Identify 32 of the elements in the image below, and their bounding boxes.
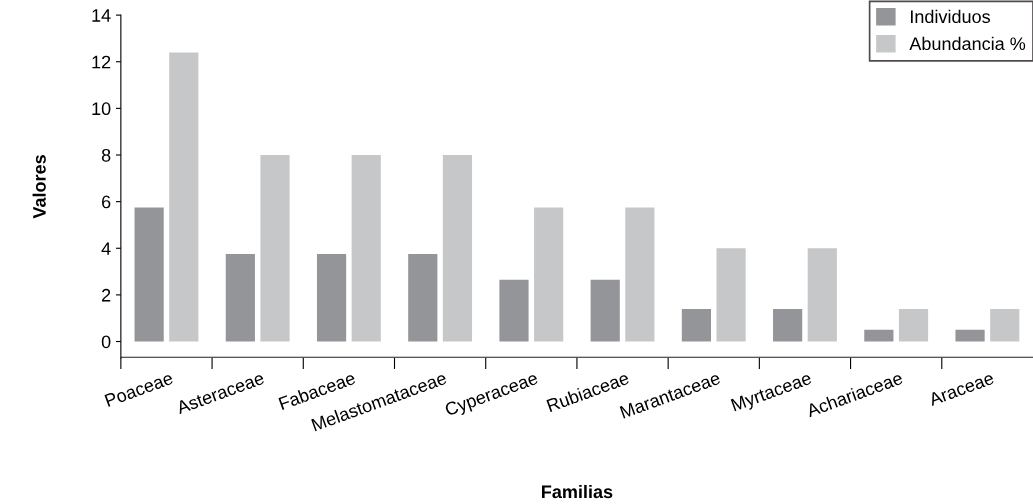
y-tick-label: 14 [92, 9, 111, 22]
bar [134, 207, 164, 342]
y-tick-label: 8 [101, 148, 111, 162]
x-axis-title: Familias [542, 484, 613, 499]
bar [625, 207, 655, 342]
bar [716, 248, 746, 342]
bar [590, 279, 620, 342]
y-tick-label: 4 [101, 242, 111, 255]
legend-label: Individuos [911, 9, 990, 24]
y-tick-label: 0 [101, 335, 111, 349]
bar [807, 248, 837, 342]
y-axis-title: Valores [32, 155, 46, 219]
legend-label: Abundancia % [909, 36, 1026, 51]
bar [990, 308, 1020, 342]
bar [169, 52, 199, 342]
bar [681, 308, 712, 342]
bar [316, 254, 347, 342]
y-tick-label: 6 [102, 195, 111, 209]
y-tick-label: 2 [102, 288, 111, 302]
bar [260, 155, 290, 342]
bar [898, 308, 929, 342]
bar [534, 207, 564, 342]
y-tick-label: 12 [92, 55, 111, 69]
bar [442, 155, 473, 342]
bar [955, 329, 985, 342]
bar [351, 155, 381, 342]
bar [408, 254, 438, 342]
bar [864, 329, 894, 342]
bar [225, 254, 255, 342]
bar [499, 279, 529, 342]
y-tick-label: 10 [92, 102, 111, 116]
bar [773, 308, 803, 342]
